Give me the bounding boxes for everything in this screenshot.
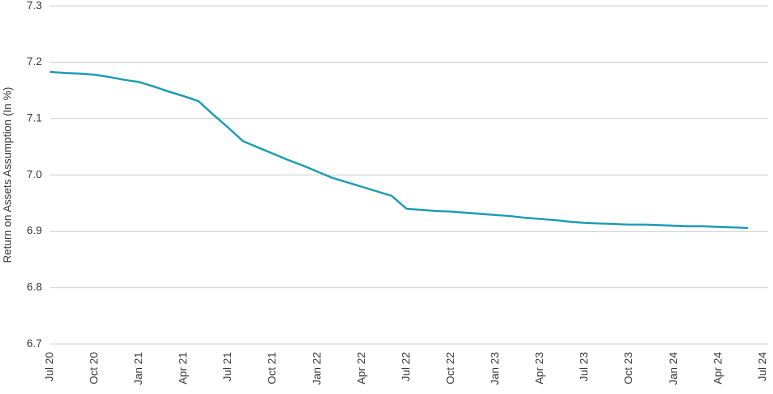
- x-tick-label: Oct 21: [267, 352, 279, 384]
- x-tick-label: Apr 21: [178, 352, 190, 384]
- x-tick-label: Apr 23: [534, 352, 546, 384]
- x-tick-label: Jul 20: [44, 352, 56, 381]
- x-tick-label: Jan 23: [490, 352, 502, 385]
- x-tick-label: Oct 20: [88, 352, 100, 384]
- x-tick-label: Jul 21: [222, 352, 234, 381]
- y-tick-label: 7.0: [27, 169, 42, 181]
- x-tick-label: Jul 24: [757, 352, 769, 381]
- x-tick-label: Jan 22: [311, 352, 323, 385]
- y-tick-label: 7.2: [27, 56, 42, 68]
- x-tick-label: Jan 21: [133, 352, 145, 385]
- y-tick-label: 6.9: [27, 225, 42, 237]
- y-axis-title: Return on Assets Assumption (In %): [2, 87, 14, 263]
- y-tick-label: 7.3: [27, 0, 42, 12]
- x-tick-label: Jul 22: [400, 352, 412, 381]
- x-tick-label: Jul 23: [579, 352, 591, 381]
- y-tick-label: 6.7: [27, 338, 42, 350]
- y-tick-label: 7.1: [27, 113, 42, 125]
- x-tick-label: Oct 23: [623, 352, 635, 384]
- x-tick-label: Oct 22: [445, 352, 457, 384]
- x-tick-label: Apr 22: [356, 352, 368, 384]
- x-tick-label: Jan 24: [668, 352, 680, 385]
- data-line: [49, 70, 749, 229]
- y-tick-label: 6.8: [27, 282, 42, 294]
- x-tick-label: Apr 24: [712, 352, 724, 384]
